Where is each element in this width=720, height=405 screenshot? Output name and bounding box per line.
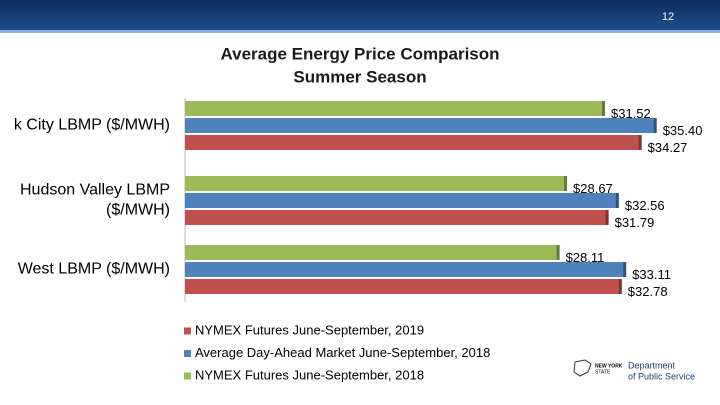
header-rule (0, 30, 720, 33)
logo-icon (573, 359, 592, 377)
legend-marker (184, 327, 191, 335)
category-label: ($/MWH) (106, 202, 170, 219)
bar-edge (605, 210, 609, 225)
bar-edge (623, 262, 627, 277)
header-band (0, 0, 720, 30)
value-label: $28.67 (573, 181, 613, 196)
bar-edge (615, 193, 619, 208)
logo-text: Department (628, 360, 676, 370)
bar (185, 279, 622, 294)
legend-marker (184, 372, 191, 380)
value-label: $32.56 (625, 198, 665, 213)
bar (185, 176, 568, 191)
bar-edge (618, 279, 622, 294)
bar-edge (564, 176, 568, 191)
value-label: $28.11 (566, 250, 605, 265)
bar-edge (653, 118, 657, 133)
logo-text: NEW YORK (595, 363, 623, 369)
value-label: $31.79 (615, 215, 655, 230)
bar (185, 135, 642, 150)
bar (185, 101, 606, 116)
value-label: $31.52 (611, 106, 651, 121)
category-label: Hudson Valley LBMP (20, 182, 170, 199)
logo-text: STATE (595, 369, 611, 375)
value-label: $33.11 (632, 267, 671, 282)
bar-edge (638, 135, 642, 150)
legend-marker (184, 350, 191, 357)
chart-title: Average Energy Price Comparison (220, 44, 499, 63)
bar-edge (556, 245, 560, 260)
bar (185, 245, 560, 260)
legend-label: NYMEX Futures June-September, 2018 (195, 367, 424, 382)
chart-title: Summer Season (293, 67, 426, 86)
logo-text: of Public Service (628, 371, 695, 381)
bar (185, 118, 657, 133)
legend-label: NYMEX Futures June-September, 2019 (195, 322, 424, 337)
category-label: k City LBMP ($/MWH) (14, 117, 170, 134)
legend-label: Average Day-Ahead Market June-September,… (195, 345, 490, 360)
bar (185, 193, 619, 208)
bar (185, 210, 609, 225)
bar-edge (602, 101, 606, 116)
category-label: West LBMP ($/MWH) (18, 261, 170, 278)
value-label: $34.27 (648, 140, 688, 155)
bar (185, 262, 627, 277)
page-number: 12 (662, 11, 674, 23)
value-label: $35.40 (663, 123, 703, 138)
logo: NEW YORK STATE Department of Public Serv… (573, 359, 695, 381)
value-label: $32.78 (628, 284, 668, 299)
